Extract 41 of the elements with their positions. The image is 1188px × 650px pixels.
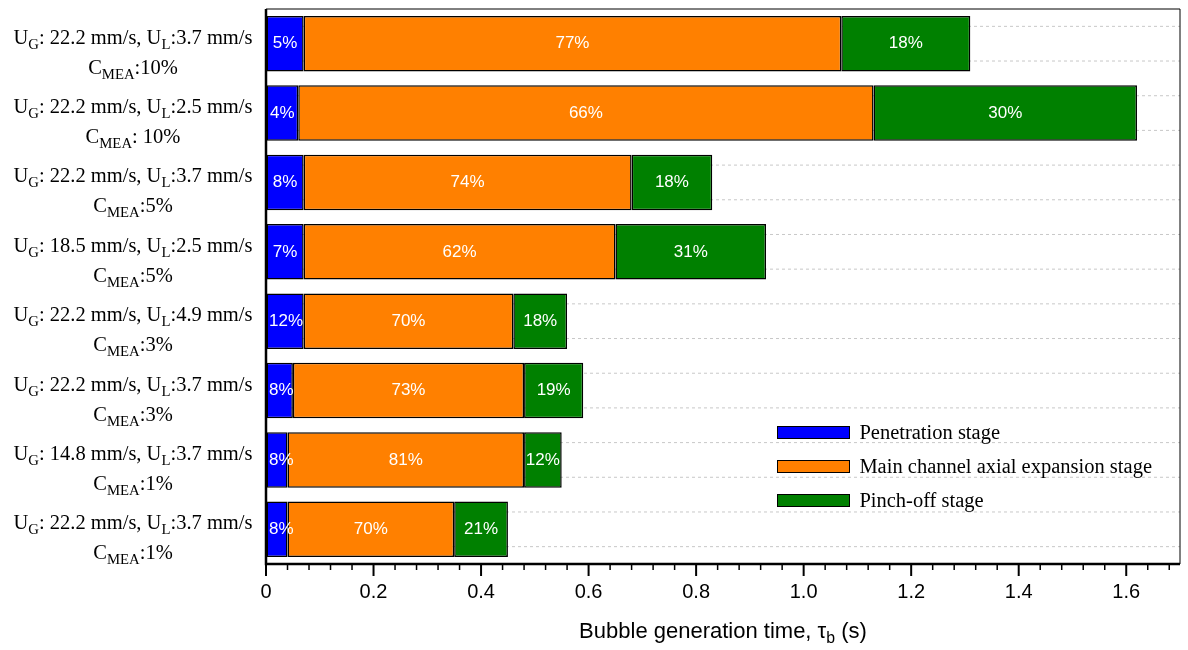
- annotation: 81%: [388, 449, 423, 469]
- annotation: 77%: [555, 33, 590, 53]
- category-label: U$_{G}$: 22.2 mm/s, U$_{L}$:3.7 mm/s C$_{MEA}$:5%: [13, 164, 253, 221]
- annotation: 4%: [270, 102, 295, 122]
- annotation: 31%: [673, 241, 708, 261]
- annotation: 12%: [525, 449, 560, 469]
- annotation: 18%: [523, 310, 558, 330]
- x-tick-label: 1.2: [897, 579, 926, 602]
- category-label: U$_{G}$: 22.2 mm/s, U$_{L}$:3.7 mm/s C$_{MEA}$:10%: [13, 25, 253, 82]
- x-tick-label: 0.6: [574, 579, 603, 602]
- category-label: U$_{G}$: 22.2 mm/s, U$_{L}$:3.7 mm/s C$_{MEA}$:3%: [13, 372, 253, 429]
- annotation: 18%: [654, 172, 689, 192]
- annotation: 74%: [450, 172, 485, 192]
- annotation: 18%: [888, 33, 923, 53]
- annotation: 73%: [391, 380, 426, 400]
- annotation: 62%: [442, 241, 477, 261]
- category-label: U$_{G}$: 14.8 mm/s, U$_{L}$:3.7 mm/s C$_{MEA}$:1%: [13, 441, 253, 499]
- x-tick-label: 1.4: [1004, 579, 1033, 602]
- x-axis-title: Bubble generation time, τ$_{b}$ (s): [578, 618, 868, 647]
- annotation: 5%: [272, 33, 298, 53]
- annotation: 21%: [464, 519, 499, 538]
- legend-label: Main channel axial expansion stage: [859, 455, 1152, 478]
- annotation: 66%: [568, 102, 603, 122]
- category-label: U$_{G}$: 22.2 mm/s, U$_{L}$:4.9 mm/s C$_{MEA}$:3%: [13, 303, 253, 360]
- annotation: 70%: [353, 519, 388, 538]
- x-tick-label: 1.6: [1112, 579, 1141, 602]
- annotation: 7%: [272, 241, 298, 261]
- x-tick-label: 0.4: [467, 579, 495, 602]
- category-label: U$_{G}$: 18.5 mm/s, U$_{L}$:2.5 mm/s C$_{MEA}$:5%: [13, 233, 253, 290]
- category-label: U$_{G}$: 22.2 mm/s, U$_{L}$:2.5 mm/s C$_{MEA}$: 10%: [13, 95, 253, 152]
- x-tick-label: 0: [260, 579, 272, 602]
- legend-label: Penetration stage: [859, 421, 1000, 444]
- x-tick-label: 0.8: [682, 579, 711, 602]
- x-tick-label: 1.0: [789, 579, 818, 602]
- annotation: 8%: [272, 172, 298, 192]
- annotation: 70%: [391, 310, 426, 330]
- x-tick-label: 0.2: [359, 579, 388, 602]
- annotation: 30%: [988, 102, 1023, 122]
- annotation: 19%: [536, 380, 571, 400]
- category-label: U$_{G}$: 22.2 mm/s, U$_{L}$:3.7 mm/s C$_{MEA}$:1%: [13, 511, 253, 568]
- legend-label: Pinch-off stage: [859, 489, 984, 512]
